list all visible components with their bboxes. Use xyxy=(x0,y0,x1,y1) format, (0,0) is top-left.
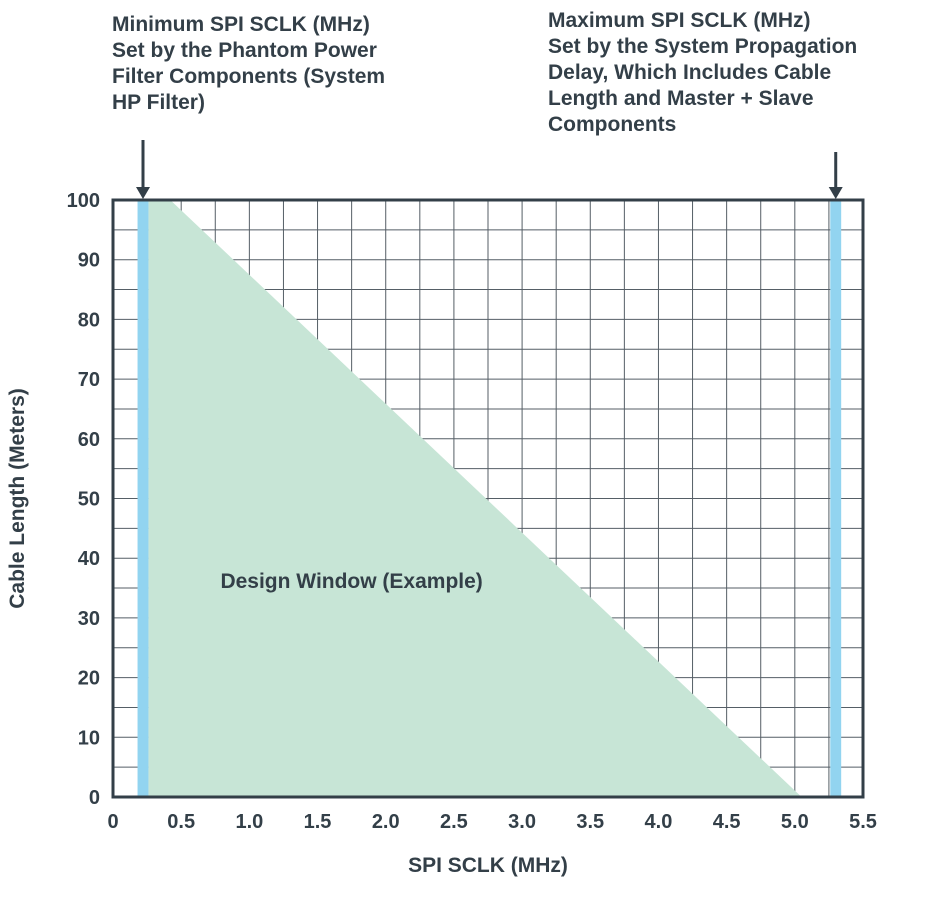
x-tick-label: 3.0 xyxy=(508,811,536,833)
annotation-arrow-max-sclk xyxy=(828,152,843,199)
x-tick-label: 3.5 xyxy=(576,811,604,833)
x-tick-label: 1.5 xyxy=(304,811,332,833)
highlight-band-max-sclk xyxy=(830,200,842,797)
x-tick-label: 0 xyxy=(107,811,118,833)
arrow-head xyxy=(828,187,843,199)
annotation-min-sclk: Minimum SPI SCLK (MHz) Set by the Phanto… xyxy=(112,13,386,114)
x-axis-title: SPI SCLK (MHz) xyxy=(408,854,568,877)
x-tick-label: 0.5 xyxy=(167,811,195,833)
x-tick-label: 5.0 xyxy=(781,811,809,833)
arrow-head xyxy=(136,187,150,199)
x-tick-label: 1.0 xyxy=(235,811,263,833)
y-tick-label: 90 xyxy=(78,250,100,272)
y-tick-label: 80 xyxy=(78,309,100,331)
y-axis-title: Cable Length (Meters) xyxy=(6,388,29,609)
highlight-band-min-sclk xyxy=(137,200,149,797)
y-tick-label: 70 xyxy=(78,369,100,391)
y-tick-label: 100 xyxy=(67,190,100,212)
y-tick-label: 60 xyxy=(78,429,100,451)
y-tick-label: 40 xyxy=(78,548,100,570)
x-tick-label: 2.5 xyxy=(440,811,468,833)
design-window-label: Design Window (Example) xyxy=(220,570,482,593)
x-tick-label: 4.0 xyxy=(645,811,673,833)
y-tick-label: 10 xyxy=(78,727,100,749)
annotation-arrow-min-sclk xyxy=(136,140,150,199)
x-tick-labels: 0 0.5 1.0 1.5 2.0 2.5 3.0 3.5 4.0 4.5 5.0 5.5 xyxy=(107,811,876,833)
design-window-area xyxy=(148,200,802,797)
y-tick-label: 30 xyxy=(78,608,100,630)
y-tick-label: 50 xyxy=(78,489,100,511)
x-tick-label: 2.0 xyxy=(372,811,400,833)
y-tick-labels: 0 10 20 30 40 50 60 70 80 90 100 xyxy=(67,190,100,809)
plot-border xyxy=(111,198,865,799)
x-tick-label: 4.5 xyxy=(713,811,741,833)
x-tick-label: 5.5 xyxy=(849,811,877,833)
y-tick-label: 0 xyxy=(89,787,100,809)
annotation-max-sclk: Maximum SPI SCLK (MHz) Set by the System… xyxy=(548,9,858,136)
y-tick-label: 20 xyxy=(78,668,100,690)
